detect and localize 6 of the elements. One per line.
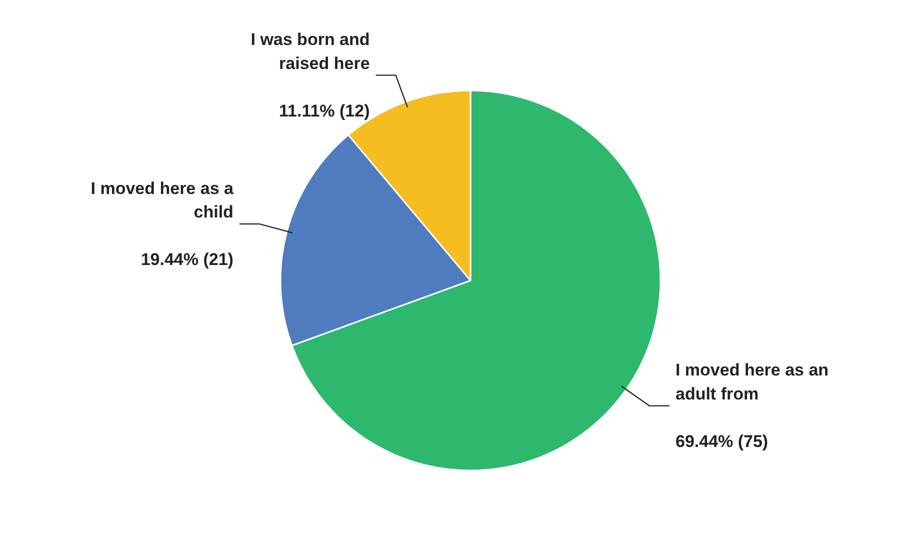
slice-label: I moved here as a child [90, 178, 234, 222]
data-label: 11.11% (12) [279, 101, 370, 120]
slice-label: I moved here as an adult from [675, 360, 829, 404]
slice-label: I was born and raised here [250, 30, 370, 73]
data-label: 19.44% (21) [140, 250, 234, 270]
data-label: 69.44% (75) [675, 432, 768, 451]
